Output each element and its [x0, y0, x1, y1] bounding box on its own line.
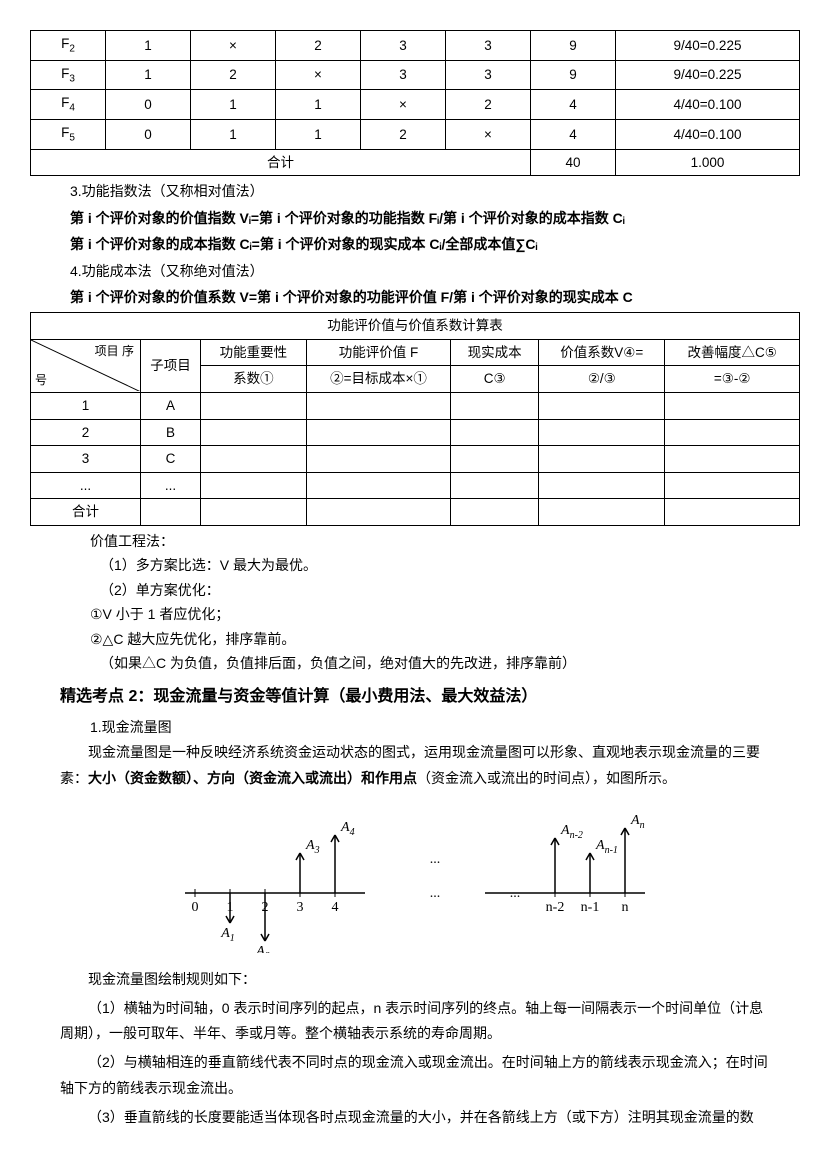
svg-text:0: 0	[192, 900, 199, 915]
method-3-title: 3.功能指数法（又称相对值法）	[70, 180, 800, 202]
col-realcost-l1: 现实成本	[451, 339, 539, 366]
col-improve-l2: =③-②	[665, 366, 800, 393]
svg-text:An-2: An-2	[560, 823, 583, 841]
col-weight-l2: 系数①	[201, 366, 307, 393]
col-fvalue-l2: ②=目标成本×①	[306, 366, 450, 393]
formula-value-coeff: 第 i 个评价对象的价值系数 V=第 i 个评价对象的功能评价值 F/第 i 个…	[70, 286, 800, 308]
svg-text:A3: A3	[305, 838, 320, 856]
col-subitem: 子项目	[141, 339, 201, 392]
svg-text:...: ...	[430, 886, 441, 901]
rule-v-lt-1: ①V 小于 1 者应优化；	[90, 603, 800, 625]
cashflow-rules-title: 现金流量图绘制规则如下：	[60, 967, 770, 992]
cashflow-diagram: 01234n-2n-1n.........A3A4An-2An-1AnA1A2	[30, 803, 800, 953]
method-4-title: 4.功能成本法（又称绝对值法）	[70, 260, 800, 282]
function-value-table: 功能评价值与价值系数计算表 项目 序 号 子项目 功能重要性 功能评价值 F 现…	[30, 312, 800, 526]
svg-text:...: ...	[430, 852, 441, 867]
table-row: 2 B	[31, 419, 800, 446]
cashflow-rule-3: （3）垂直箭线的长度要能适当体现各时点现金流量的大小，并在各箭线上方（或下方）注…	[60, 1105, 770, 1130]
cashflow-rule-1: （1）横轴为时间轴，0 表示时间序列的起点，n 表示时间序列的终点。轴上每一间隔…	[60, 996, 770, 1046]
col-vcoeff-l2: ②/③	[539, 366, 665, 393]
svg-text:An: An	[630, 813, 645, 831]
table-row: ... ...	[31, 472, 800, 499]
svg-text:4: 4	[332, 900, 339, 915]
cashflow-intro-2: 素：大小（资金数额）、方向（资金流入或流出）和作用点（资金流入或流出的时间点），…	[60, 766, 770, 791]
rule-deltac: ②△C 越大应先优化，排序靠前。	[90, 628, 800, 650]
cashflow-diagram-title: 1.现金流量图	[90, 716, 800, 738]
table-row: 合计	[31, 499, 800, 526]
svg-text:n-2: n-2	[546, 900, 565, 915]
svg-text:3: 3	[297, 900, 304, 915]
svg-text:A1: A1	[220, 926, 235, 944]
col-realcost-l2: C③	[451, 366, 539, 393]
table-row: F312×3399/40=0.225	[31, 60, 800, 90]
svg-text:An-1: An-1	[595, 838, 618, 856]
rule-deltac-note: （如果△C 为负值，负值排后面，负值之间，绝对值大的先改进，排序靠前）	[100, 652, 800, 674]
rule-single-scheme: （2）单方案优化：	[100, 579, 800, 601]
col-fvalue-l1: 功能评价值 F	[306, 339, 450, 366]
svg-text:n-1: n-1	[581, 900, 600, 915]
table-total-row: 合计401.000	[31, 149, 800, 176]
comparison-matrix-table: F21×23399/40=0.225F312×3399/40=0.225F401…	[30, 30, 800, 176]
svg-text:n: n	[622, 900, 629, 915]
section-2-title: 精选考点 2：现金流量与资金等值计算（最小费用法、最大效益法）	[60, 684, 800, 710]
svg-text:...: ...	[510, 886, 521, 901]
table-row: 1 A	[31, 393, 800, 420]
formula-cost-index: 第 i 个评价对象的成本指数 Cᵢ=第 i 个评价对象的现实成本 Cᵢ/全部成本…	[70, 233, 800, 255]
table-row: 3 C	[31, 446, 800, 473]
formula-value-index: 第 i 个评价对象的价值指数 Vᵢ=第 i 个评价对象的功能指数 Fᵢ/第 i …	[70, 207, 800, 229]
cashflow-intro-1: 现金流量图是一种反映经济系统资金运动状态的图式，运用现金流量图可以形象、直观地表…	[60, 740, 770, 765]
svg-text:A2: A2	[255, 944, 270, 953]
col-improve-l1: 改善幅度△C⑤	[665, 339, 800, 366]
table2-title: 功能评价值与价值系数计算表	[31, 313, 800, 340]
table-row: F4011×244/40=0.100	[31, 90, 800, 120]
value-engineering-title: 价值工程法：	[90, 530, 800, 552]
col-vcoeff-l1: 价值系数V④=	[539, 339, 665, 366]
table2-diag-header: 项目 序 号	[31, 339, 141, 392]
svg-text:A4: A4	[340, 820, 355, 838]
col-weight-l1: 功能重要性	[201, 339, 307, 366]
table-row: F50112×44/40=0.100	[31, 120, 800, 150]
table-row: F21×23399/40=0.225	[31, 31, 800, 61]
rule-multi-scheme: （1）多方案比选：V 最大为最优。	[100, 554, 800, 576]
cashflow-rule-2: （2）与横轴相连的垂直箭线代表不同时点的现金流入或现金流出。在时间轴上方的箭线表…	[60, 1050, 770, 1100]
